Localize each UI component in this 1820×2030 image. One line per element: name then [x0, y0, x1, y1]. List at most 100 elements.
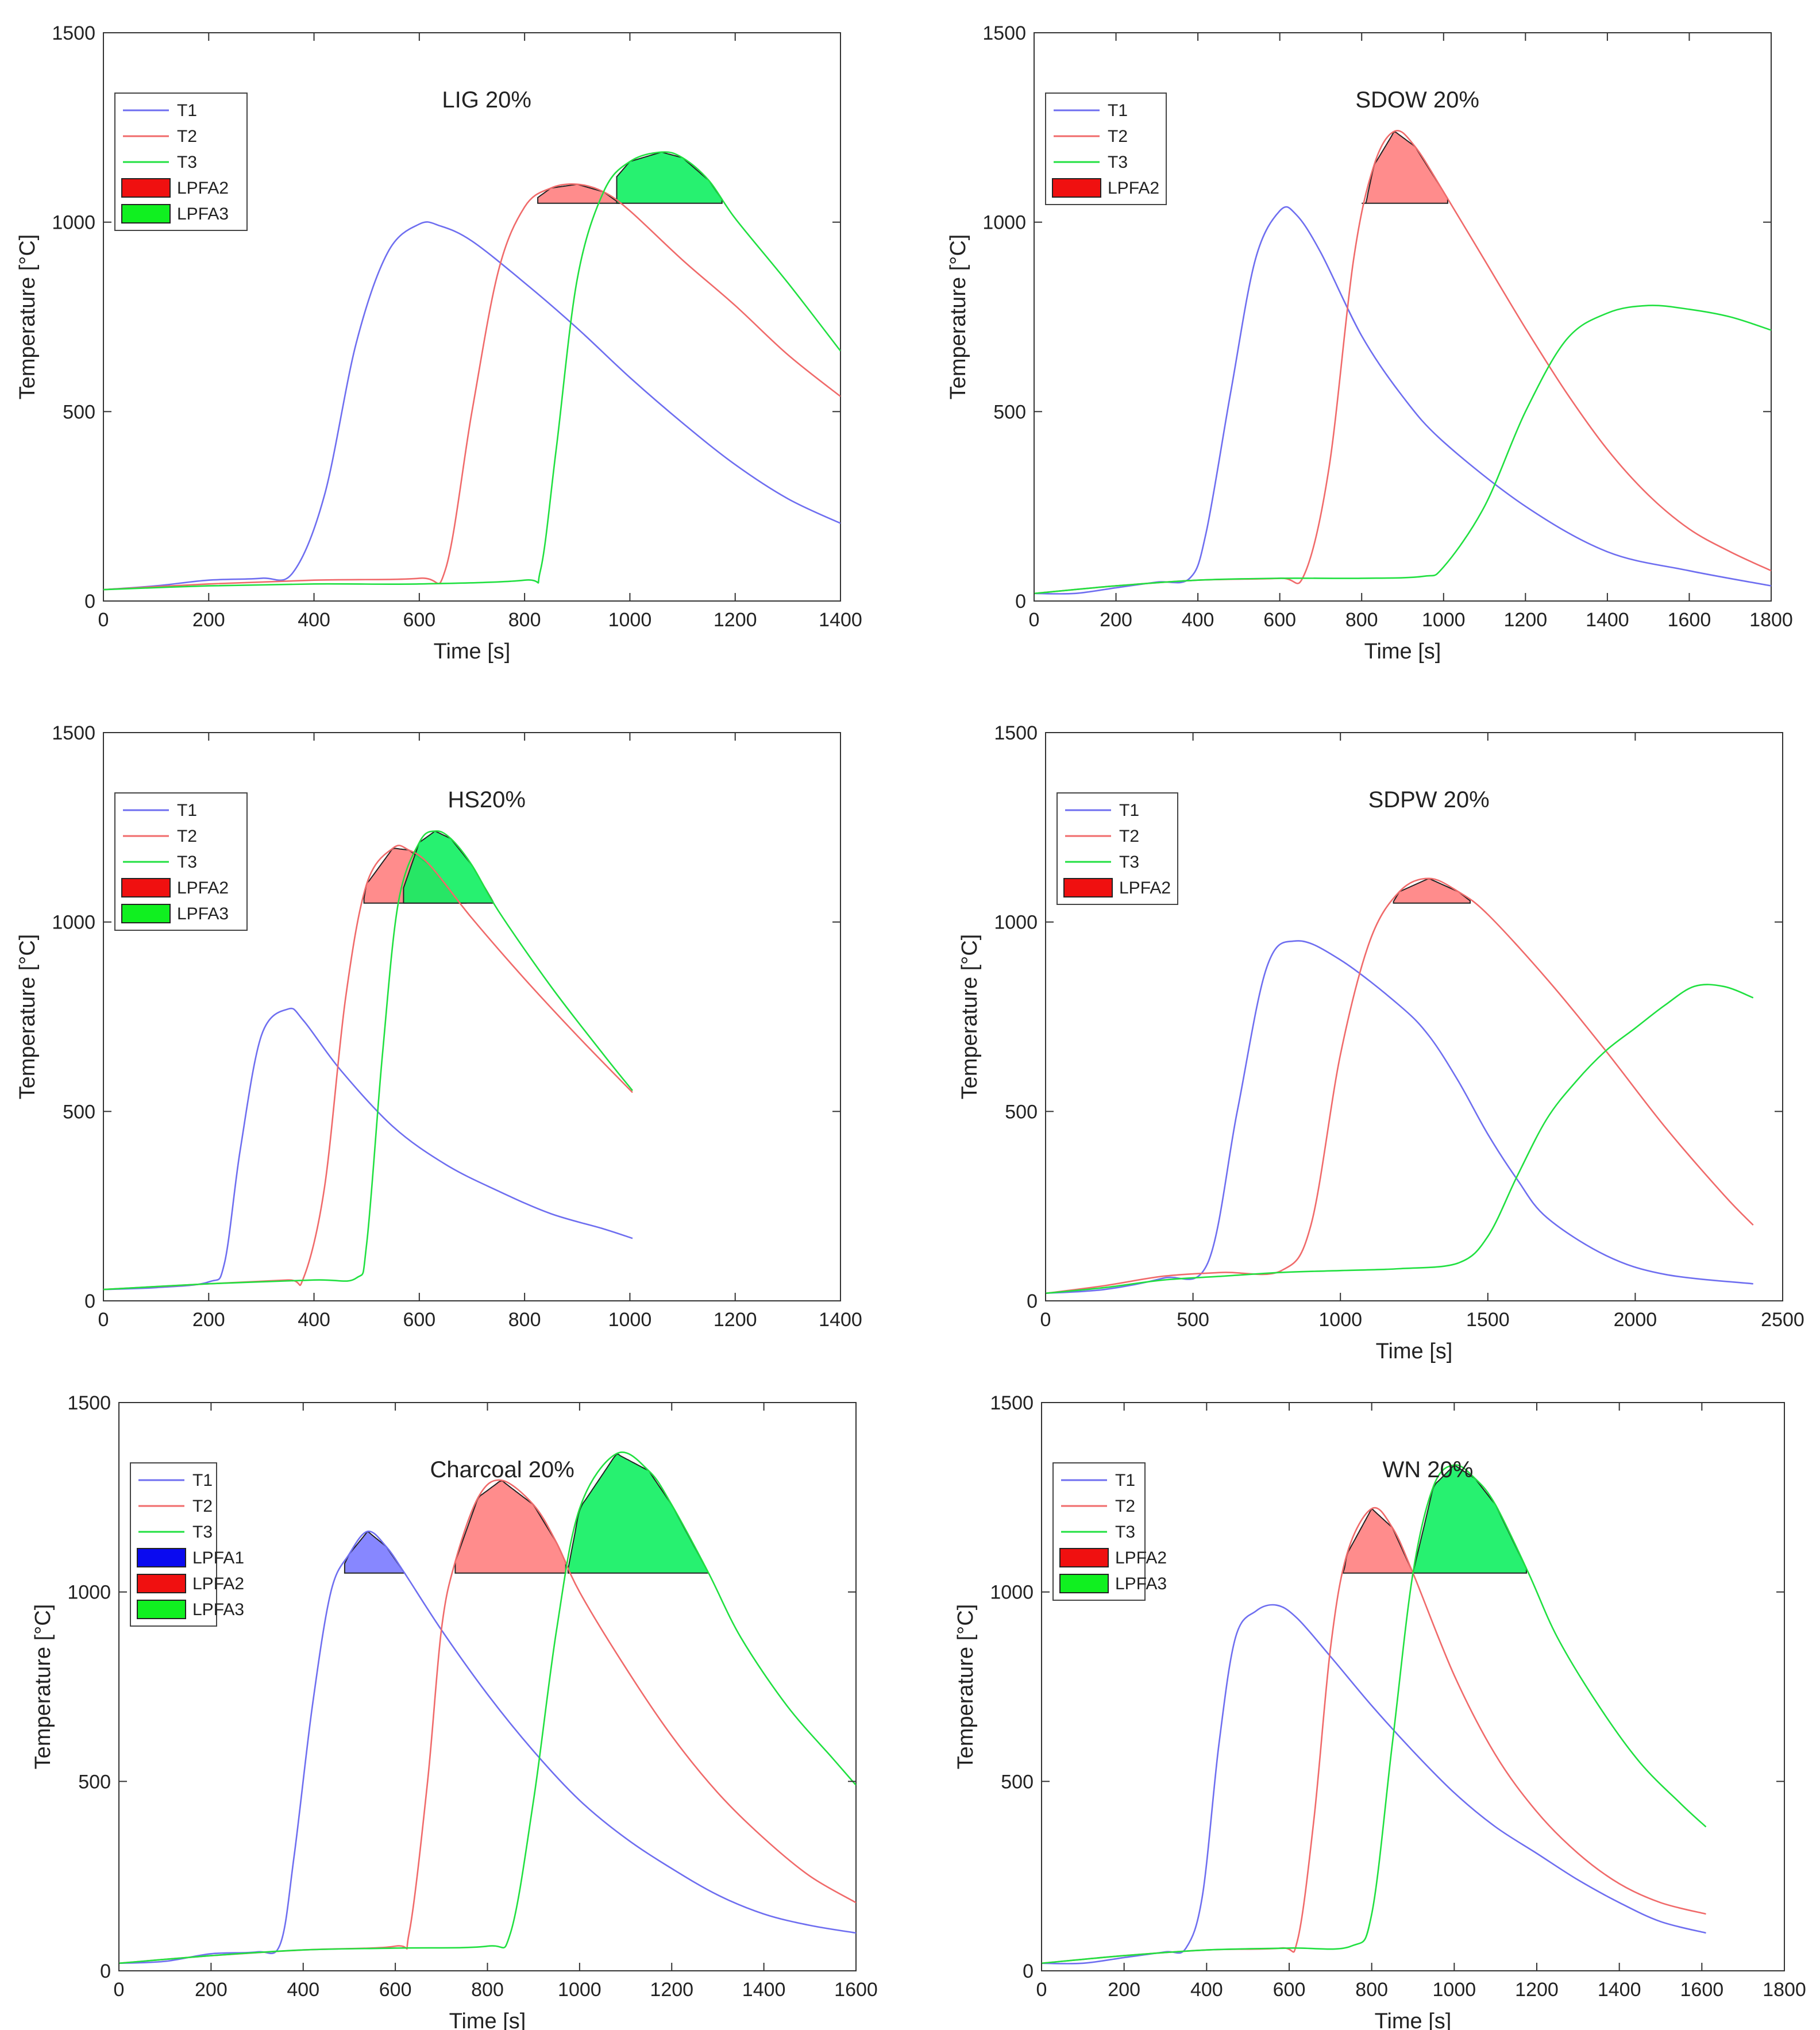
y-tick-label: 1500: [67, 1392, 111, 1414]
legend-label-t3: T3: [177, 853, 197, 872]
legend-label-t3: T3: [1119, 853, 1139, 872]
y-tick-label: 1500: [994, 722, 1038, 744]
x-tick-label: 200: [1100, 609, 1132, 631]
x-axis-label: Time [s]: [1364, 640, 1441, 664]
x-tick-label: 0: [98, 1309, 109, 1331]
legend-label-t1: T1: [177, 801, 197, 820]
legend-swatch-lpfa2: [1063, 878, 1113, 897]
x-tick-label: 600: [1263, 609, 1296, 631]
legend-label-t2: T2: [177, 127, 197, 146]
x-tick-label: 1400: [1586, 609, 1629, 631]
legend-label-t3: T3: [1115, 1523, 1135, 1542]
legend: T1 T2 T3 LPFA1 LPFA2 LPFA3: [130, 1462, 244, 1627]
y-tick-label: 1000: [982, 212, 1026, 234]
y-tick-label: 1500: [990, 1392, 1034, 1414]
y-tick-label: 500: [63, 401, 95, 423]
plot-data: [103, 830, 634, 1291]
y-tick-label: 1000: [994, 912, 1038, 934]
legend-label-t1: T1: [177, 101, 197, 120]
y-tick-label: 1500: [52, 722, 95, 744]
x-tick-label: 1000: [608, 609, 652, 631]
x-tick-label: 1200: [1504, 609, 1548, 631]
x-tick-label: 1200: [1515, 1979, 1559, 2001]
series-line-t3: [1034, 305, 1771, 595]
x-axis-label: Time [s]: [1376, 1339, 1453, 1363]
plot-area: [118, 1402, 857, 1971]
x-tick-label: 0: [1040, 1309, 1051, 1331]
x-tick-label: 600: [403, 609, 435, 631]
x-tick-label: 1600: [1668, 609, 1711, 631]
chart-title: Charcoal 20%: [430, 1457, 574, 1482]
y-tick-label: 0: [84, 1291, 95, 1312]
x-tick-label: 400: [287, 1979, 319, 2001]
legend-swatch-lpfa1: [137, 1548, 186, 1567]
plot-area: [1041, 1402, 1785, 1971]
legend-swatch-lpfa2: [121, 178, 171, 198]
plot-data: [1034, 129, 1771, 595]
x-tick-label: 800: [508, 1309, 541, 1331]
legend-label-lpfa3: LPFA3: [1115, 1574, 1167, 1593]
chart-title: SDPW 20%: [1368, 787, 1490, 812]
x-axis-label: Time [s]: [434, 640, 511, 664]
x-tick-label: 400: [1190, 1979, 1223, 2001]
x-tick-label: 0: [1036, 1979, 1047, 2001]
x-tick-label: 1000: [608, 1309, 652, 1331]
series-line-t2: [103, 183, 840, 591]
x-tick-label: 400: [1182, 609, 1214, 631]
lpfa-area-lpfa2: [1342, 1508, 1414, 1574]
series-line-t1: [1034, 206, 1771, 595]
y-tick-label: 1500: [52, 22, 95, 44]
legend-label-t3: T3: [192, 1523, 213, 1542]
legend-box: [130, 1462, 217, 1627]
y-axis-label: Temperature [°C]: [31, 1604, 55, 1770]
x-tick-label: 800: [1345, 609, 1378, 631]
x-axis-label: Time [s]: [449, 2009, 526, 2030]
legend-label-t2: T2: [1115, 1497, 1135, 1516]
x-tick-label: 800: [1355, 1979, 1388, 2001]
legend-label-lpfa2: LPFA2: [177, 179, 229, 198]
legend-swatch-lpfa2: [1059, 1548, 1109, 1567]
legend-swatch-lpfa2: [121, 878, 171, 897]
x-tick-label: 2500: [1761, 1309, 1804, 1331]
chart-panel-5: 0 200 400 600 800 1000 1200 1400 1600 0 500 1000 150…: [31, 1392, 878, 2030]
x-axis-label: Time [s]: [1375, 2009, 1452, 2030]
series-line-t1: [1046, 940, 1753, 1295]
y-tick-label: 0: [1015, 591, 1026, 613]
legend-swatch-lpfa2: [137, 1574, 186, 1593]
series-line-t1: [103, 1007, 633, 1291]
series-line-t1: [103, 221, 840, 591]
x-tick-label: 400: [298, 1309, 330, 1331]
plot-data: [1046, 877, 1754, 1295]
series-line-t3: [1042, 1464, 1707, 1964]
series-line-t2: [1046, 877, 1754, 1295]
chart-panel-3: 0 200 400 600 800 1000 1200 1400 0 500 1000 1500 Tem…: [16, 722, 862, 1331]
legend-label-t1: T1: [192, 1471, 213, 1490]
x-tick-label: 200: [195, 1979, 228, 2001]
legend-label-t3: T3: [1108, 153, 1128, 172]
y-axis-label: Temperature [°C]: [954, 1604, 978, 1770]
legend: T1 T2 T3 LPFA2 LPFA3: [1052, 1462, 1167, 1601]
y-tick-label: 1000: [67, 1582, 111, 1604]
x-tick-label: 0: [114, 1979, 125, 2001]
y-axis-label: Temperature [°C]: [958, 934, 982, 1100]
chart-title: LIG 20%: [442, 87, 531, 113]
y-axis-label: Temperature [°C]: [16, 934, 40, 1100]
x-tick-label: 1200: [714, 609, 757, 631]
series-line-t3: [1046, 984, 1754, 1295]
plot-data: [103, 151, 840, 591]
legend: T1 T2 T3 LPFA2: [1056, 792, 1178, 905]
legend-swatch-lpfa3: [1059, 1574, 1109, 1593]
legend-label-t3: T3: [177, 153, 197, 172]
x-tick-label: 1000: [1433, 1979, 1476, 2001]
x-tick-label: 1500: [1466, 1309, 1510, 1331]
x-tick-label: 200: [192, 1309, 225, 1331]
x-tick-label: 1600: [1680, 1979, 1724, 2001]
x-tick-label: 1400: [819, 609, 862, 631]
y-tick-label: 0: [1027, 1291, 1038, 1312]
y-tick-label: 500: [1005, 1101, 1038, 1123]
legend-label-lpfa2: LPFA2: [1115, 1548, 1167, 1567]
x-tick-label: 800: [471, 1979, 504, 2001]
legend-label-lpfa2: LPFA2: [1119, 879, 1171, 897]
x-tick-label: 600: [1273, 1979, 1306, 2001]
chart-title: WN 20%: [1382, 1457, 1473, 1482]
